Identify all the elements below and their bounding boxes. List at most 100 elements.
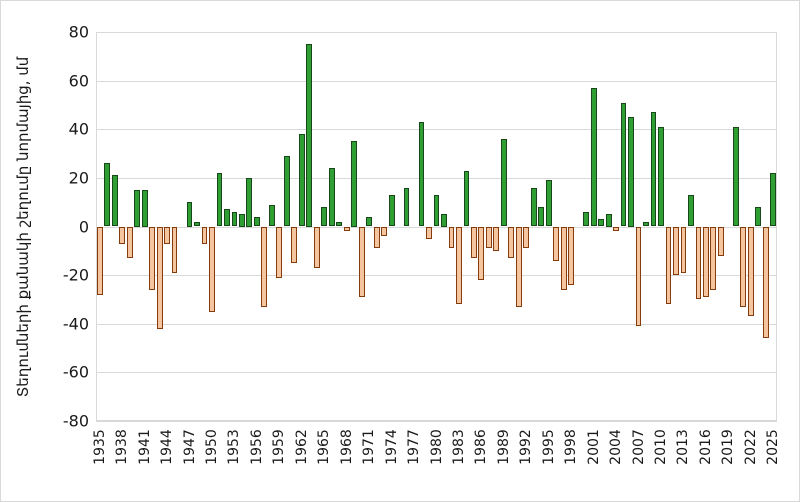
x-tick-label-1965: 1965 (316, 429, 333, 465)
bar-2011 (665, 226, 672, 305)
bar-1956 (253, 216, 260, 227)
y-tick-label--60: -60 (62, 362, 89, 382)
bar-1953 (231, 211, 238, 227)
x-tick-label-1977: 1977 (406, 429, 423, 465)
bar-2007 (635, 226, 642, 327)
x-tick-label-1938: 1938 (114, 429, 131, 465)
bar-1990 (508, 226, 515, 259)
bar-1976 (403, 187, 410, 227)
gridline-80 (96, 32, 777, 33)
bar-1973 (381, 226, 388, 237)
bar-1997 (560, 226, 567, 290)
bar-1971 (366, 216, 373, 227)
y-tick-label--40: -40 (62, 314, 89, 334)
bar-1983 (456, 226, 462, 305)
bar-2009 (650, 112, 657, 227)
bar-1961 (291, 226, 298, 263)
bar-1954 (239, 214, 245, 227)
bar-2005 (620, 102, 627, 227)
bar-1939 (126, 226, 133, 259)
bar-1978 (418, 121, 425, 227)
bar-1979 (426, 226, 432, 239)
x-tick-label-1974: 1974 (383, 429, 400, 465)
bar-1992 (523, 226, 530, 249)
bar-1960 (283, 155, 290, 227)
bar-1959 (276, 226, 283, 278)
x-tick-label-2022: 2022 (742, 429, 759, 465)
bar-2004 (613, 226, 619, 232)
bar-2021 (740, 226, 747, 307)
bar-2000 (583, 211, 590, 227)
y-tick-label-20: 20 (68, 168, 89, 188)
x-tick-label-1950: 1950 (203, 429, 220, 465)
bar-2017 (710, 226, 717, 290)
bar-1951 (216, 173, 223, 227)
gridline-60 (96, 80, 777, 82)
bar-1962 (298, 134, 305, 227)
x-tick-label-2007: 2007 (630, 429, 647, 465)
x-tick-label-1986: 1986 (473, 429, 490, 465)
bar-2015 (695, 226, 702, 300)
bar-1944 (164, 226, 170, 244)
x-tick-label-1980: 1980 (428, 429, 445, 465)
x-tick-label-2004: 2004 (608, 429, 625, 465)
bar-1989 (500, 138, 507, 227)
x-tick-label-2016: 2016 (697, 429, 714, 465)
bar-1945 (171, 226, 178, 273)
bar-1949 (201, 226, 208, 244)
bar-1970 (358, 226, 365, 297)
x-tick-label-2013: 2013 (675, 429, 692, 465)
gridline--40 (96, 323, 777, 325)
bar-1935 (96, 226, 103, 295)
bar-1986 (478, 226, 485, 280)
x-tick-label-1947: 1947 (181, 429, 198, 465)
bar-1988 (493, 226, 500, 251)
bar-1938 (119, 226, 126, 244)
x-tick-label-2010: 2010 (653, 429, 669, 465)
bar-1969 (351, 141, 358, 227)
bar-1965 (321, 207, 328, 227)
bar-1955 (246, 177, 253, 227)
bar-1940 (134, 190, 141, 227)
y-tick-label-60: 60 (68, 71, 89, 91)
bar-1948 (194, 221, 200, 227)
bar-1998 (568, 226, 575, 285)
bar-2010 (658, 126, 664, 227)
x-tick-label-1962: 1962 (293, 429, 310, 465)
bar-2006 (628, 117, 634, 227)
bar-1994 (538, 207, 545, 227)
bar-1967 (336, 221, 343, 227)
y-tick-label-80: 80 (68, 22, 89, 42)
bar-2016 (702, 226, 709, 297)
bar-1972 (373, 226, 380, 249)
gridline-0 (96, 226, 777, 228)
y-tick-label--20: -20 (62, 265, 89, 285)
x-tick-label-2025: 2025 (765, 429, 782, 465)
x-tick-label-1944: 1944 (159, 429, 176, 465)
x-tick-label-2001: 2001 (585, 429, 602, 465)
bar-2018 (717, 226, 724, 256)
y-axis-title: Տեղումների քանակի շեղումը նորմայից, մմ (14, 56, 32, 398)
x-tick-label-1992: 1992 (518, 429, 535, 465)
x-tick-label-1983: 1983 (450, 429, 467, 465)
x-tick-label-1941: 1941 (136, 429, 153, 465)
gridline--20 (96, 275, 777, 277)
x-tick-label-1956: 1956 (248, 429, 265, 465)
bar-1995 (545, 180, 552, 227)
bar-1974 (388, 194, 395, 227)
bar-2001 (590, 87, 597, 227)
bar-1957 (261, 226, 268, 307)
bar-2022 (747, 226, 754, 317)
bar-2013 (680, 226, 687, 273)
bar-2025 (770, 173, 777, 227)
bar-1947 (186, 202, 193, 227)
bar-1980 (433, 194, 440, 227)
bar-1981 (441, 214, 447, 227)
bar-1941 (141, 190, 148, 227)
gridline-40 (96, 129, 777, 131)
bar-1985 (470, 226, 477, 259)
bar-2020 (732, 126, 739, 227)
bar-1993 (530, 187, 537, 227)
x-tick-label-1998: 1998 (563, 429, 580, 465)
